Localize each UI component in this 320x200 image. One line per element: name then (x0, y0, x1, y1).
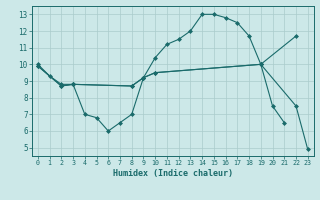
X-axis label: Humidex (Indice chaleur): Humidex (Indice chaleur) (113, 169, 233, 178)
